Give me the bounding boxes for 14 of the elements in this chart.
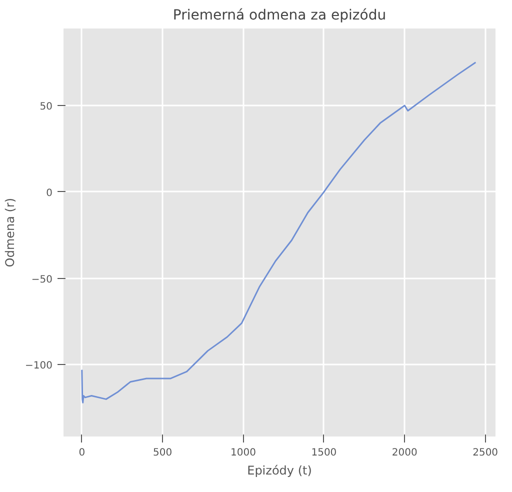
line-series — [81, 62, 476, 404]
y-tick-label: −100 — [25, 360, 53, 372]
x-tick-label: 1000 — [230, 448, 256, 458]
x-tick-label: 0 — [78, 448, 86, 458]
chart-title: Priemerná odmena za epizódu — [172, 8, 386, 24]
y-axis-title: Odmena (r) — [3, 198, 18, 268]
x-tick-label: 500 — [153, 448, 172, 458]
x-axis-title: Epizódy (t) — [247, 464, 312, 478]
y-tick-label: 50 — [40, 102, 53, 113]
x-tick-label: 1500 — [311, 448, 337, 458]
y-tick-label: −50 — [31, 274, 53, 286]
x-tick-label: 2500 — [472, 448, 498, 458]
x-tick-label: 2000 — [392, 448, 418, 458]
y-tick-label: 0 — [46, 188, 53, 199]
